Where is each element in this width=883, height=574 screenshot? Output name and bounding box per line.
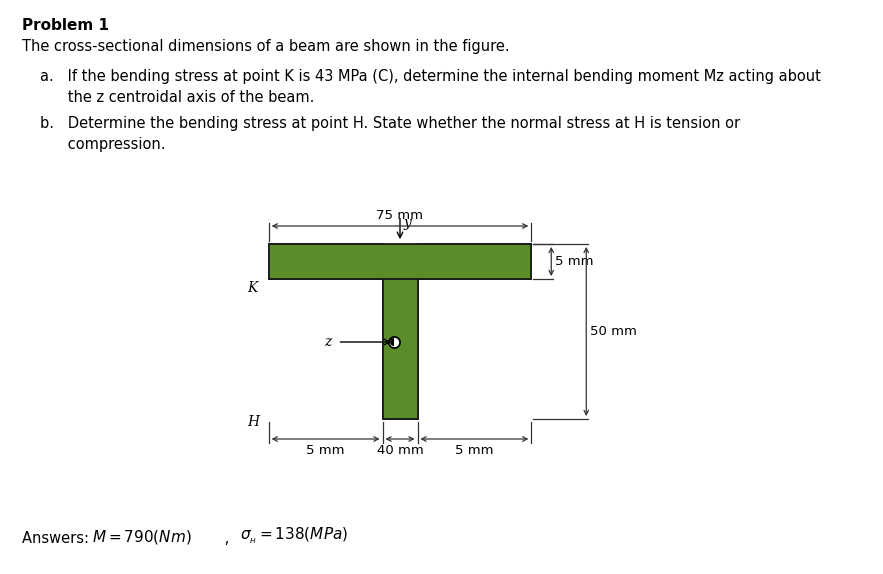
Wedge shape: [390, 338, 394, 346]
Text: compression.: compression.: [40, 137, 165, 152]
Text: 75 mm: 75 mm: [376, 209, 424, 222]
Text: the z centroidal axis of the beam.: the z centroidal axis of the beam.: [40, 90, 314, 105]
Bar: [268, 244, 532, 279]
Text: K: K: [246, 281, 257, 295]
Text: $M = 790(Nm)$: $M = 790(Nm)$: [92, 528, 192, 546]
Text: 5 mm: 5 mm: [306, 444, 345, 457]
Text: $\sigma_{_H} = 138(MPa)$: $\sigma_{_H} = 138(MPa)$: [240, 525, 348, 546]
Text: a.   If the bending stress at point K is 43 MPa (C), determine the internal bend: a. If the bending stress at point K is 4…: [40, 69, 821, 84]
Text: z: z: [324, 335, 331, 349]
Text: H: H: [246, 415, 259, 429]
Text: 5 mm: 5 mm: [555, 255, 593, 268]
Text: 5 mm: 5 mm: [455, 444, 494, 457]
Text: b.   Determine the bending stress at point H. State whether the normal stress at: b. Determine the bending stress at point…: [40, 116, 740, 131]
Text: 50 mm: 50 mm: [590, 325, 638, 338]
Text: Problem 1: Problem 1: [22, 18, 109, 33]
Text: The cross-sectional dimensions of a beam are shown in the figure.: The cross-sectional dimensions of a beam…: [22, 39, 509, 54]
Text: 40 mm: 40 mm: [377, 444, 423, 457]
Text: Answers:: Answers:: [22, 531, 94, 546]
Text: y: y: [404, 216, 411, 230]
Text: ,: ,: [220, 531, 230, 546]
Polygon shape: [268, 244, 532, 419]
Bar: [382, 279, 418, 419]
